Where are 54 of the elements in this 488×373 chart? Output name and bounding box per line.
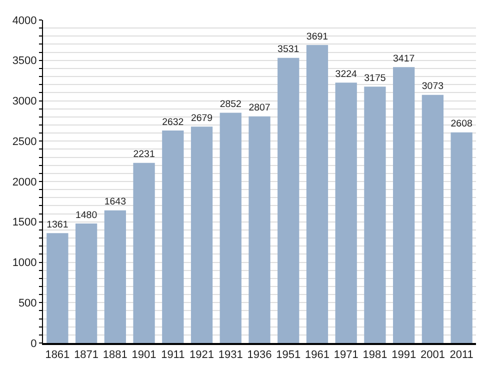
bar [220,112,242,343]
data-label: 2807 [248,102,270,114]
data-label: 2852 [220,99,242,110]
y-tick-label: 1500 [12,216,37,229]
bar [306,44,328,343]
data-label: 1480 [75,210,98,221]
x-tick-label: 1971 [334,348,358,361]
y-tick-label: 2000 [12,176,37,188]
y-tick-label: 1000 [12,257,37,270]
bar [335,82,357,343]
bar [248,116,270,343]
x-tick-label: 1981 [362,348,388,361]
x-tick-label: 1951 [276,348,301,361]
x-tick-label: 1871 [74,348,99,361]
bar [450,132,472,343]
y-tick-label: 3000 [12,96,37,108]
data-label: 2231 [133,149,155,160]
x-tick-label: 2011 [450,348,474,361]
bar [133,162,155,343]
bar [364,86,386,343]
data-label: 2632 [162,116,184,128]
x-tick-label: 2001 [420,348,445,361]
bar [104,210,126,343]
data-label: 3224 [335,69,358,80]
x-tick-label: 1861 [45,348,70,361]
x-tick-label: 1961 [304,348,330,361]
data-label: 1361 [46,219,68,230]
bar [278,58,300,343]
data-label: 2608 [450,118,472,130]
x-tick-label: 1991 [392,348,416,361]
data-label: 3175 [364,72,386,84]
x-tick-label: 1921 [190,348,214,361]
y-tick-label: 2500 [12,136,37,148]
x-tick-label: 1911 [161,348,185,361]
x-tick-label: 1936 [247,348,272,361]
bar [190,126,213,343]
data-label: 3531 [278,44,300,56]
x-tick-label: 1901 [132,348,156,361]
data-label: 3073 [422,81,444,92]
y-tick-label: 3500 [12,55,37,68]
data-label: 3691 [306,31,328,42]
bar [75,223,98,343]
y-tick-label: 0 [30,338,37,350]
bar [393,67,415,343]
x-tick-label: 1931 [218,348,243,361]
data-label: 1643 [104,196,126,208]
data-label: 2679 [190,113,213,124]
x-tick-label: 1881 [102,348,128,361]
bar [46,233,68,343]
y-tick-label: 4000 [12,14,37,27]
data-label: 3417 [393,53,415,64]
bar [162,130,184,343]
y-tick-label: 500 [18,297,37,310]
bar [422,94,444,343]
